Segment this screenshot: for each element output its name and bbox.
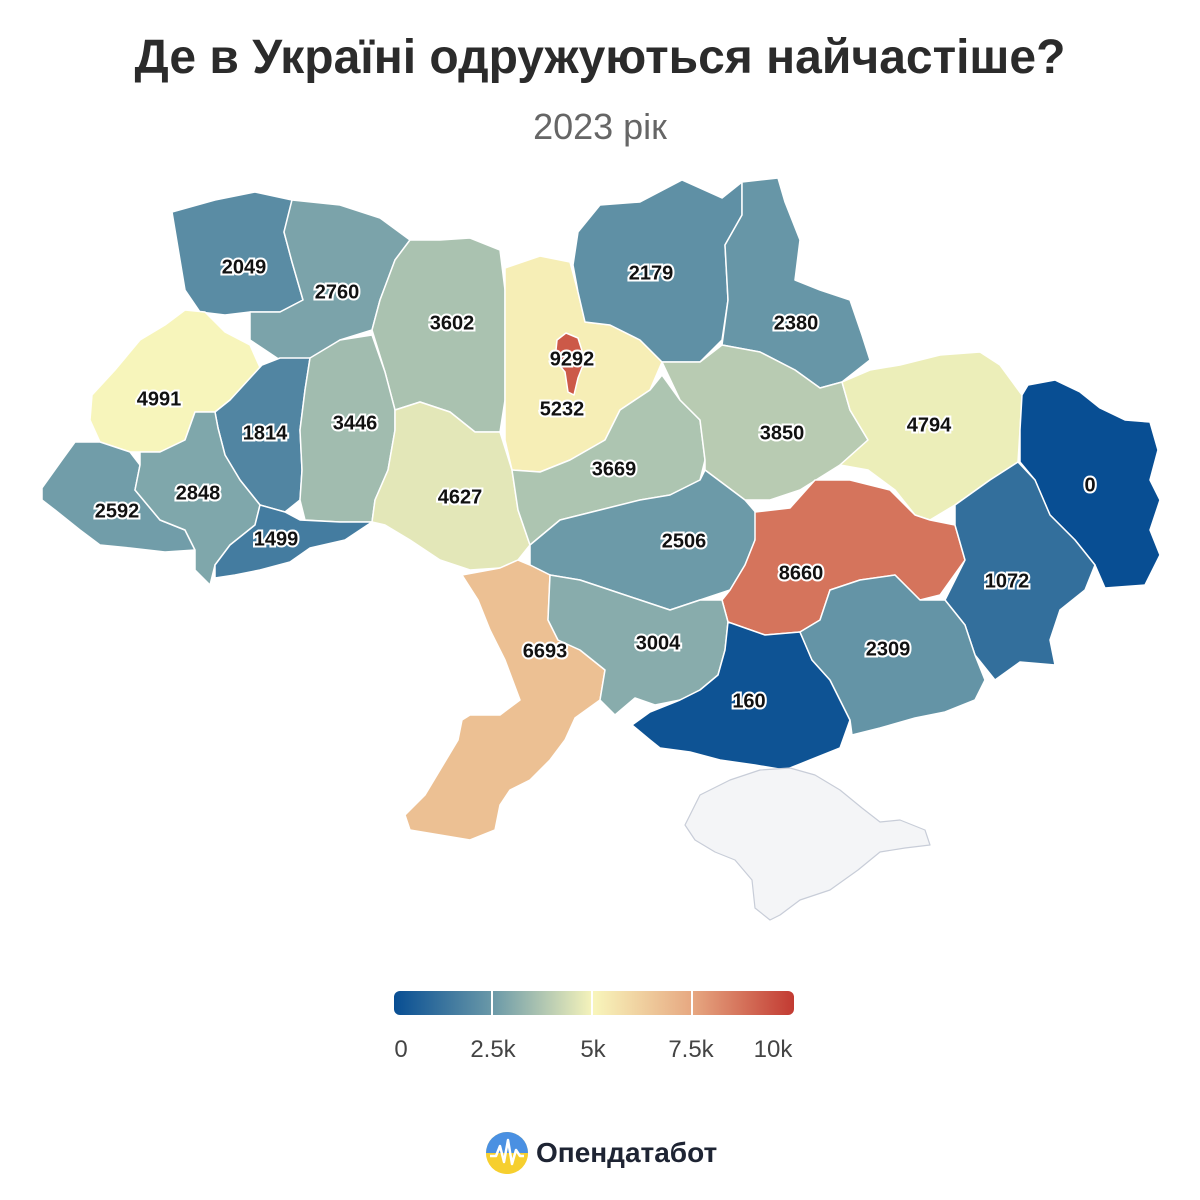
region-sumy — [721, 177, 871, 389]
label-odesa: 6693 — [523, 640, 568, 662]
label-luhansk: 0 — [1084, 474, 1095, 496]
label-khmelnytskyi: 3446 — [333, 412, 378, 434]
label-kharkiv: 4794 — [907, 414, 952, 436]
legend-tick-0: 0 — [394, 1036, 408, 1063]
label-ivano-frankivsk: 2848 — [176, 482, 221, 504]
label-volyn: 2049 — [222, 256, 267, 278]
label-zakarpattia: 2592 — [95, 500, 140, 522]
legend-separator — [491, 991, 493, 1015]
legend-tick-10k: 10k — [753, 1036, 793, 1063]
color-scale-legend — [394, 991, 794, 1015]
region-kyiv-city — [554, 332, 586, 396]
brand-logo-icon — [486, 1132, 528, 1174]
legend-separator — [691, 991, 693, 1015]
brand-name: Опендатабот — [536, 1137, 718, 1168]
label-vinnytsia: 4627 — [438, 486, 483, 508]
label-sumy: 2380 — [774, 312, 819, 334]
label-kherson: 160 — [732, 690, 765, 712]
label-cherkasy: 3669 — [592, 458, 637, 480]
map-subtitle: 2023 рік — [533, 106, 667, 147]
brand-logo: Опендатабот — [486, 1131, 717, 1175]
region-crimea — [684, 767, 931, 921]
label-kirovohrad: 2506 — [662, 530, 707, 552]
label-rivne: 2760 — [315, 281, 360, 303]
label-zhytomyr: 3602 — [430, 312, 475, 334]
map-title: Де в Україні одружуються найчастіше? — [134, 31, 1066, 84]
label-kyiv-oblast: 5232 — [540, 398, 585, 420]
label-mykolaiv: 3004 — [636, 632, 681, 654]
label-kyiv-city: 9292 — [550, 348, 595, 370]
label-poltava: 3850 — [760, 422, 805, 444]
label-chernihiv: 2179 — [629, 262, 674, 284]
region-volyn — [171, 191, 304, 316]
label-zaporizhzhia: 2309 — [866, 638, 911, 660]
label-lviv: 4991 — [137, 388, 182, 410]
region-luhansk — [1019, 379, 1161, 589]
label-chernivtsi: 1499 — [254, 528, 299, 550]
color-scale-bar — [394, 991, 794, 1015]
legend-tick-5k: 5k — [580, 1036, 606, 1063]
legend-tick-2.5k: 2.5k — [470, 1036, 516, 1063]
label-dnipropetrovsk: 8660 — [779, 562, 824, 584]
label-donetsk: 1072 — [985, 570, 1030, 592]
region-zaporizhzhia — [799, 574, 986, 736]
legend-separator — [591, 991, 593, 1015]
legend-tick-7.5k: 7.5k — [668, 1036, 714, 1063]
label-ternopil: 1814 — [243, 422, 288, 444]
region-chernivtsi — [214, 504, 373, 579]
